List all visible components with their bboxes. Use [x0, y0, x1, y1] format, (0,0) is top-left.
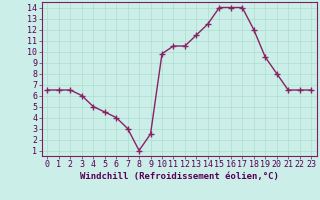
X-axis label: Windchill (Refroidissement éolien,°C): Windchill (Refroidissement éolien,°C) [80, 172, 279, 181]
